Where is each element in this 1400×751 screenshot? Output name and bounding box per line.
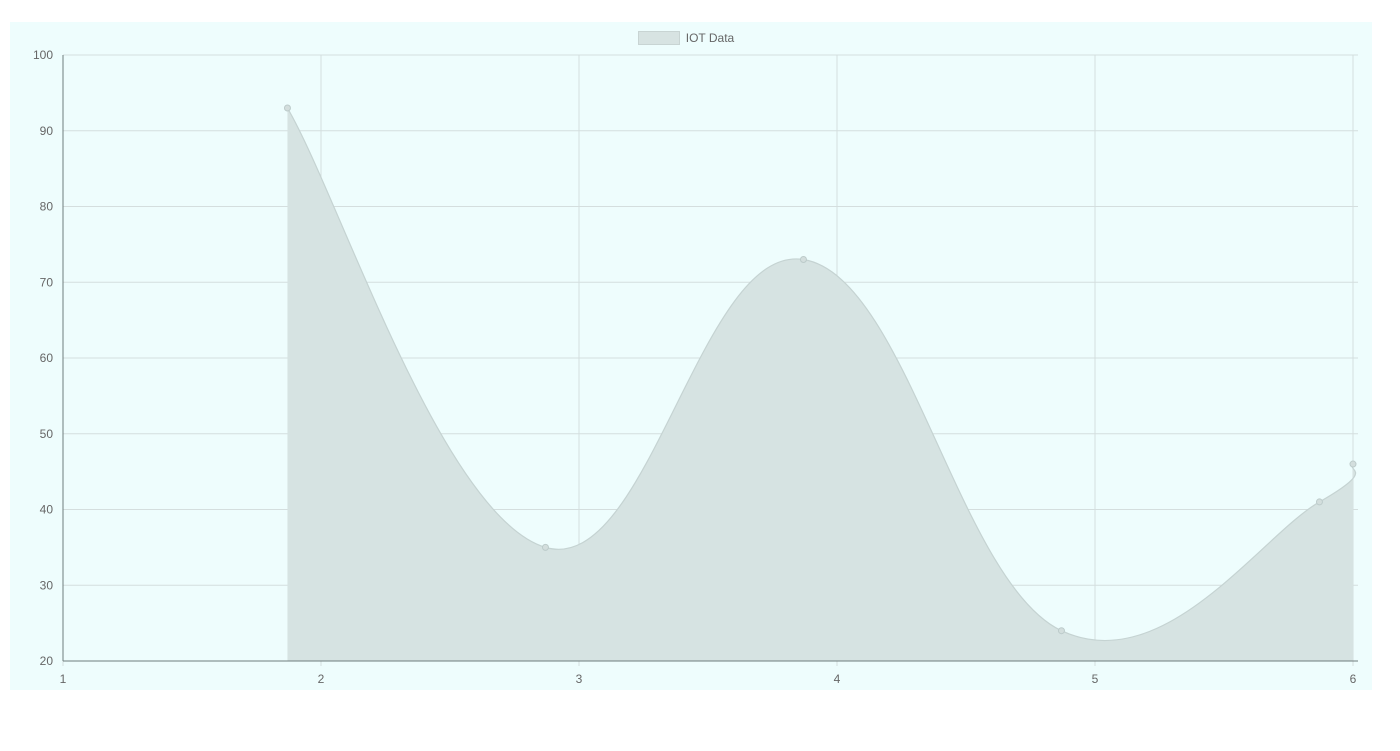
x-tick-label: 4 — [834, 672, 841, 686]
data-point[interactable] — [1349, 460, 1357, 468]
y-tick-label: 20 — [40, 654, 54, 668]
x-tick-label: 6 — [1350, 672, 1357, 686]
data-points — [283, 104, 1357, 635]
x-tick-label: 5 — [1092, 672, 1099, 686]
legend: IOT Data — [0, 31, 1372, 45]
x-tick-label: 2 — [318, 672, 325, 686]
x-tick-label: 1 — [60, 672, 67, 686]
x-tick-label: 3 — [576, 672, 583, 686]
y-tick-label: 60 — [40, 351, 54, 365]
y-tick-label: 80 — [40, 200, 54, 214]
y-tick-label: 100 — [33, 48, 53, 62]
legend-label[interactable]: IOT Data — [685, 31, 735, 45]
axes — [62, 55, 1358, 662]
data-point[interactable] — [283, 104, 291, 112]
y-tick-label: 50 — [40, 427, 54, 441]
data-point[interactable] — [1315, 498, 1323, 506]
y-tick-label: 40 — [40, 503, 54, 517]
y-tick-label: 30 — [40, 578, 54, 592]
y-tick-label: 70 — [40, 275, 54, 289]
data-point[interactable] — [799, 256, 807, 264]
y-tick-label: 90 — [40, 124, 54, 138]
area-series — [286, 107, 1357, 661]
legend-swatch[interactable] — [637, 31, 680, 45]
area-fill — [287, 108, 1356, 661]
y-axis-ticks: 20 30 40 50 60 70 80 90 100 — [33, 48, 53, 668]
data-point[interactable] — [1057, 627, 1065, 635]
x-axis-ticks: 1 2 3 4 5 6 — [60, 672, 1357, 686]
series-line — [286, 107, 1357, 642]
data-point[interactable] — [541, 543, 549, 551]
